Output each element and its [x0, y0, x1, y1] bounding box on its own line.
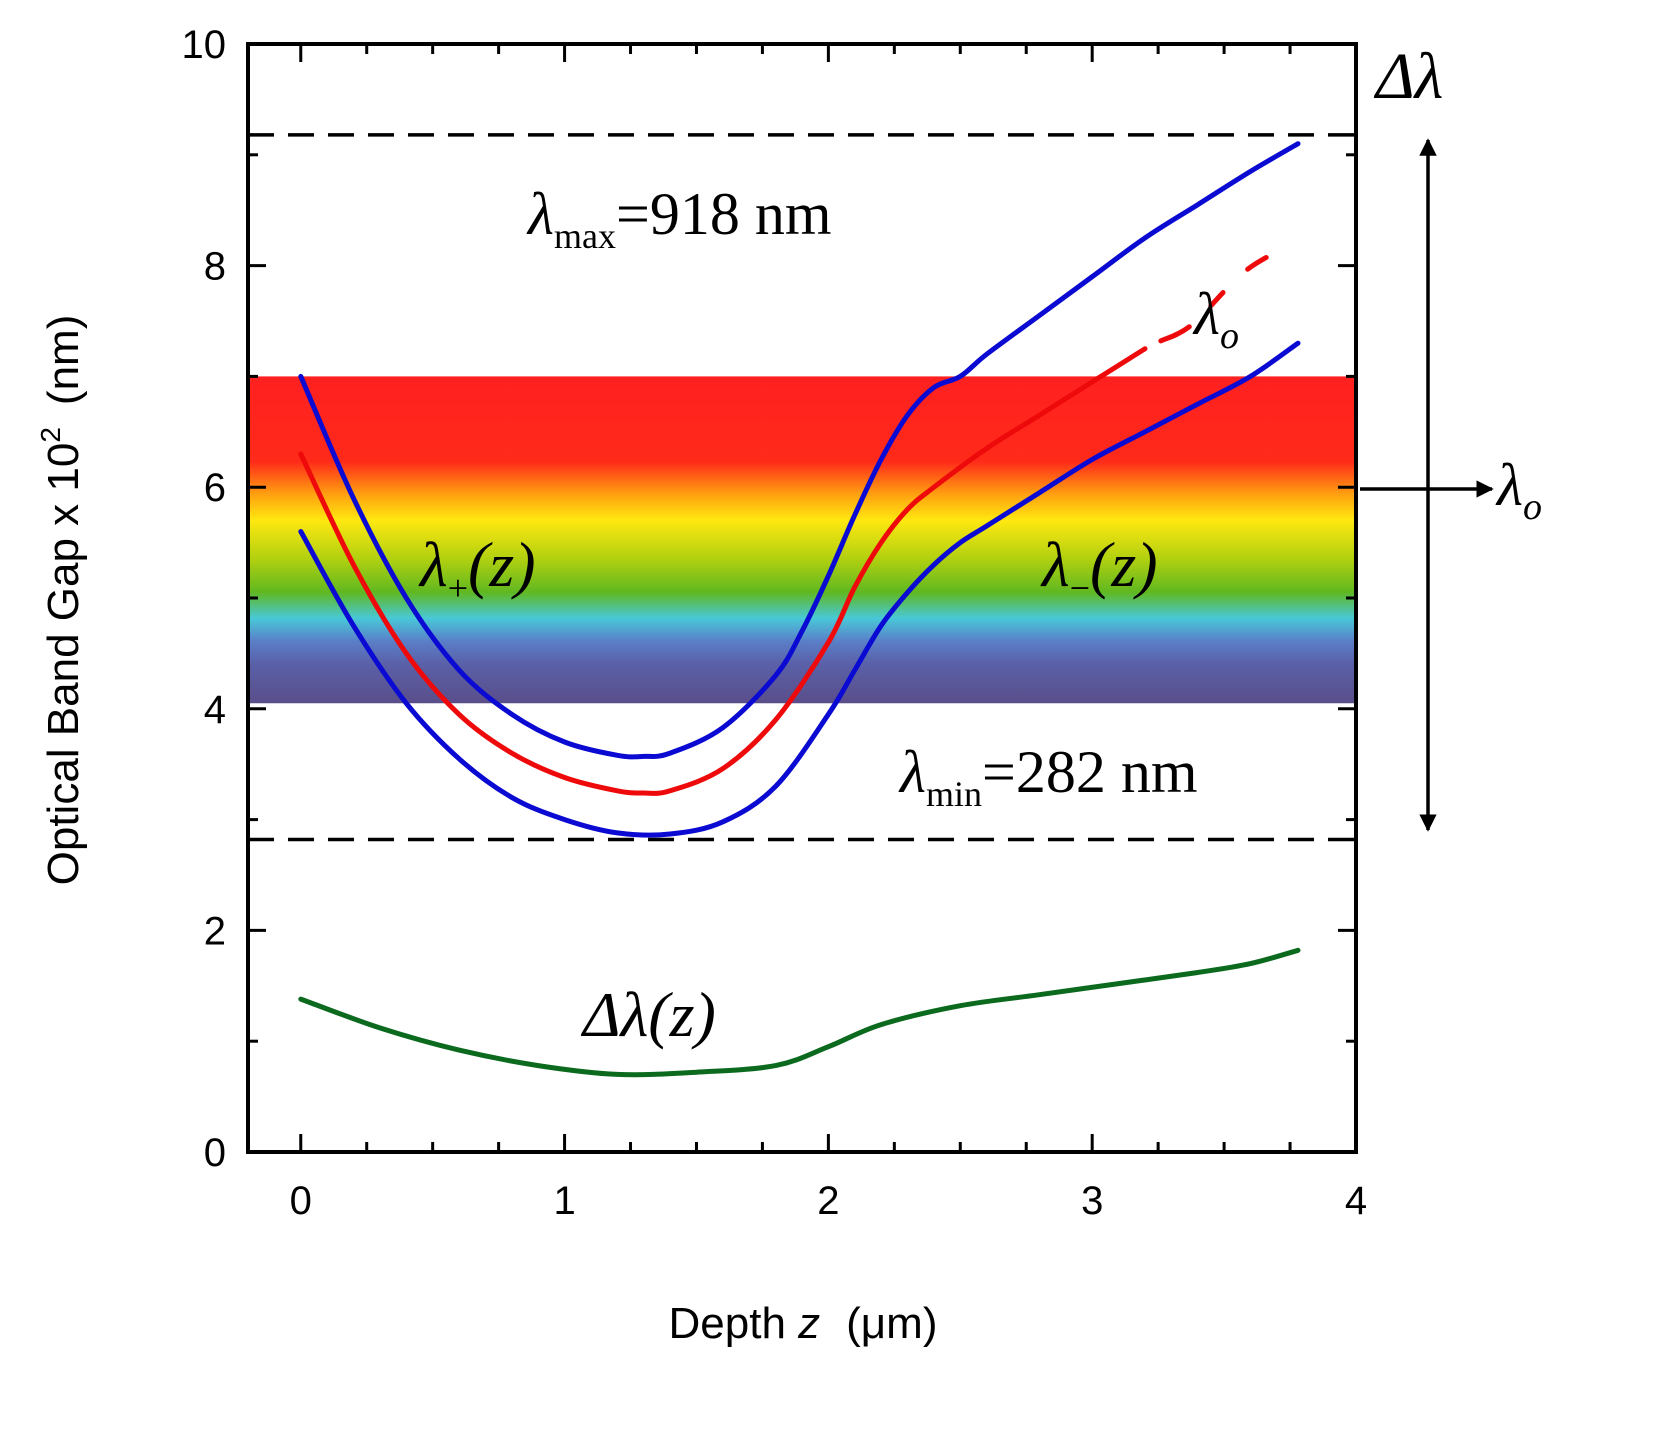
y-tick-label: 10 [182, 23, 227, 67]
x-axis-label-var: z [797, 1299, 820, 1348]
delta-lambda-top-label: Δλ [1373, 40, 1443, 113]
reference-lines [248, 133, 1356, 842]
lambda-o-right-label: λo [1495, 452, 1542, 528]
lambda-minus-sym: λ [1040, 529, 1070, 600]
y-axis-label-unit: (nm) [39, 315, 88, 405]
lambda-min-sub: min [926, 774, 982, 814]
x-axis-label-main: Depth [669, 1299, 799, 1348]
y-axis-label-main: Optical Band Gap x 10 [39, 443, 88, 886]
y-tick-label: 4 [204, 688, 226, 732]
lambda-o-right-sub: o [1523, 486, 1542, 528]
y-tick-label: 6 [204, 466, 226, 510]
lambda-o-curve-label: λo [1192, 281, 1239, 357]
lambda-plus-sub: + [448, 568, 468, 608]
y-tick-label: 2 [204, 909, 226, 953]
lambda-o-series [298, 346, 1148, 796]
lambda-o-tail-series [1158, 238, 1301, 344]
x-tick-label: 3 [1081, 1179, 1103, 1223]
lambda-max-sub: max [554, 216, 616, 256]
y-tick-label: 8 [204, 245, 226, 289]
lambda-min-label: λmin=282 nm [898, 739, 1198, 814]
y-tick-labels: 0 2 4 6 8 10 [182, 23, 227, 1175]
lambda-minus-label: λ−(z) [1040, 529, 1158, 608]
lambda-plus-arg: (z) [468, 529, 536, 600]
x-tick-labels: 0 1 2 3 4 [290, 1179, 1367, 1223]
y-tick-label: 0 [204, 1131, 226, 1175]
visible-spectrum-band [248, 376, 1356, 704]
lambda-min-sym: λ [898, 739, 926, 805]
x-axis-label-unit: (μm) [846, 1299, 937, 1348]
lambda-plus-sym: λ [418, 529, 448, 600]
lambda-max-sym: λ [526, 181, 554, 247]
lambda-plus-series [298, 141, 1301, 760]
lambda-max-label: λmax=918 nm [526, 181, 832, 256]
lambda-min-value: =282 nm [982, 739, 1198, 805]
y-axis-label-sup: 2 [35, 427, 66, 443]
lambda-o-curve-sym: λ [1192, 281, 1220, 347]
delta-lambda-curve-label: Δλ(z) [580, 979, 716, 1050]
lambda-minus-arg: (z) [1090, 529, 1158, 600]
lambda-minus-sub: − [1070, 568, 1090, 608]
lambda-o-right-sym: λ [1495, 452, 1523, 518]
lambda-max-value: =918 nm [616, 181, 832, 247]
lambda-minus-series [298, 340, 1301, 838]
x-axis-label: Depth z (μm) [669, 1299, 938, 1348]
series-lines [298, 141, 1301, 1078]
x-tick-label: 4 [1345, 1179, 1367, 1223]
x-tick-label: 1 [553, 1179, 575, 1223]
y-axis-label: Optical Band Gap x 102 (nm) [35, 315, 88, 886]
x-tick-label: 0 [290, 1179, 312, 1223]
tick-marks [248, 42, 1358, 1154]
lambda-plus-label: λ+(z) [418, 529, 536, 608]
delta-lambda-series [298, 947, 1301, 1078]
x-tick-label: 2 [817, 1179, 839, 1223]
lambda-o-curve-sub: o [1220, 315, 1239, 357]
